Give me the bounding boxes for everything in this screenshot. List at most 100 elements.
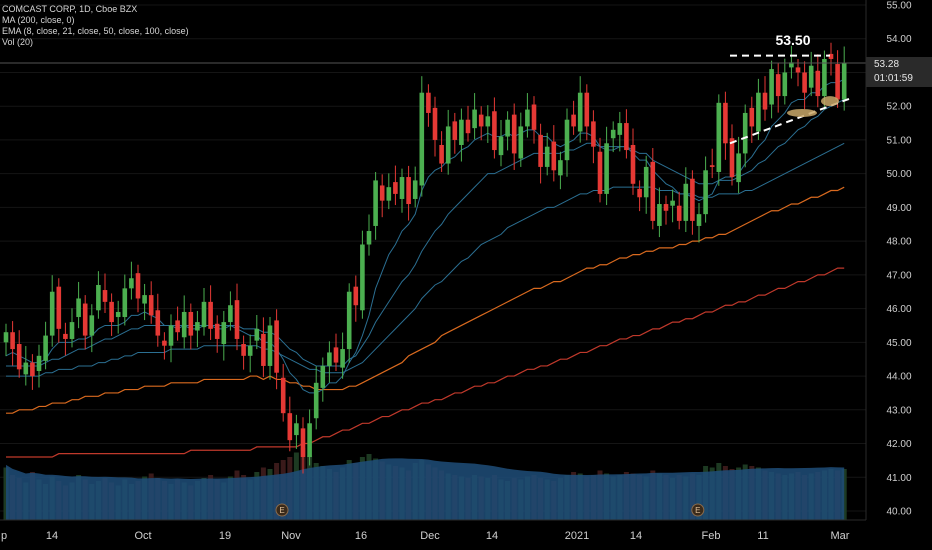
x-tick-label: 14 [630,530,642,542]
x-tick-label: 2021 [565,530,589,542]
candle-body [624,123,629,151]
candle-body [241,344,246,356]
candle-body [115,311,121,318]
touch-highlight [821,96,839,107]
candle-body [148,295,154,316]
earnings-marker-icon [691,503,705,517]
candle-body [564,119,570,161]
candle-body [439,144,444,164]
y-tick-label: 52.00 [886,102,911,113]
candle-body [630,144,636,184]
last-price-label: 53.28 01:01:59 [866,57,932,87]
candle-body [412,180,418,199]
ema100-line [6,186,845,414]
symbol-line: COMCAST CORP, 1D, Cboe BZX [2,4,138,14]
candle-body [23,362,29,375]
y-tick-label: 48.00 [886,237,911,248]
candle-body [43,335,48,361]
candle-body [228,305,233,323]
candle-body [188,311,194,336]
candle-body [637,188,642,198]
candle-body [478,114,484,127]
candle-body [577,92,583,132]
candle-body [690,178,695,221]
candle-body [162,340,167,346]
candle-body [214,323,220,339]
x-tick-label: 19 [219,530,231,542]
candle-body [346,291,352,350]
touch-highlight [787,108,817,117]
candle-body [709,165,715,167]
candle-body [340,349,345,368]
candle-body [643,166,649,198]
candle-body [782,72,788,97]
candle-body [366,231,372,245]
candle-body [571,114,576,127]
candle-body [617,123,623,135]
candle-body [379,185,385,201]
candle-body [828,53,834,59]
candle-body [155,310,161,336]
resistance-label: 53.50 [775,32,810,48]
candle-body [36,355,42,372]
x-tick-label: 14 [46,530,58,542]
indicator-ma: MA (200, close, 0) [2,15,75,25]
candle-body [610,129,616,139]
candle-body [327,352,332,366]
candle-body [676,205,682,221]
candle-body [749,107,755,127]
candle-body [10,332,15,350]
candle-body [234,300,240,339]
candle-body [538,134,543,167]
candle-body [56,286,62,329]
candle-body [808,65,814,88]
candle-body [96,284,101,311]
chart-legend: COMCAST CORP, 1D, Cboe BZX MA (200, clos… [2,4,189,48]
candle-body [89,315,95,336]
indicator-vol: Vol (20) [2,37,34,47]
candle-body [426,92,431,113]
y-tick-label: 42.00 [886,439,911,450]
candle-body [76,298,81,318]
candle-body [267,325,273,366]
candle-body [300,428,306,458]
candle-body [841,63,847,100]
candle-body [551,141,557,171]
candle-body [30,362,35,377]
y-tick-label: 55.00 [886,1,911,12]
y-tick-label: 50.00 [886,169,911,180]
candle-body [822,58,827,97]
candle-body [465,119,471,134]
candle-body [498,136,504,156]
candle-body [544,146,550,167]
candle-body [129,278,134,289]
candle-body [49,291,55,336]
last-price: 53.28 [874,59,900,70]
candle-body [703,170,708,215]
candle-body [584,92,590,127]
candle-body [122,288,128,318]
candle-body [432,107,438,140]
candle-body [459,119,464,145]
candle-body [320,365,326,388]
candle-body [109,301,114,323]
x-tick-label: p [1,530,7,542]
candle-body [683,183,689,221]
x-tick-label: Mar [831,530,850,542]
candle-body [762,92,768,110]
indicator-ema: EMA (8, close, 21, close, 50, close, 100… [2,26,189,36]
candle-body [835,64,840,100]
volume-bars [3,448,847,520]
candle-body [393,182,398,194]
candle-body [511,114,517,154]
candle-body [313,382,319,419]
candle-body [63,333,68,339]
candle-body [419,92,425,186]
x-tick-label: Feb [702,530,721,542]
candle-body [775,74,781,97]
x-tick-label: Oct [134,530,151,542]
candlesticks [3,42,847,474]
price-axis-bg [866,0,932,550]
candle-body [650,161,656,221]
